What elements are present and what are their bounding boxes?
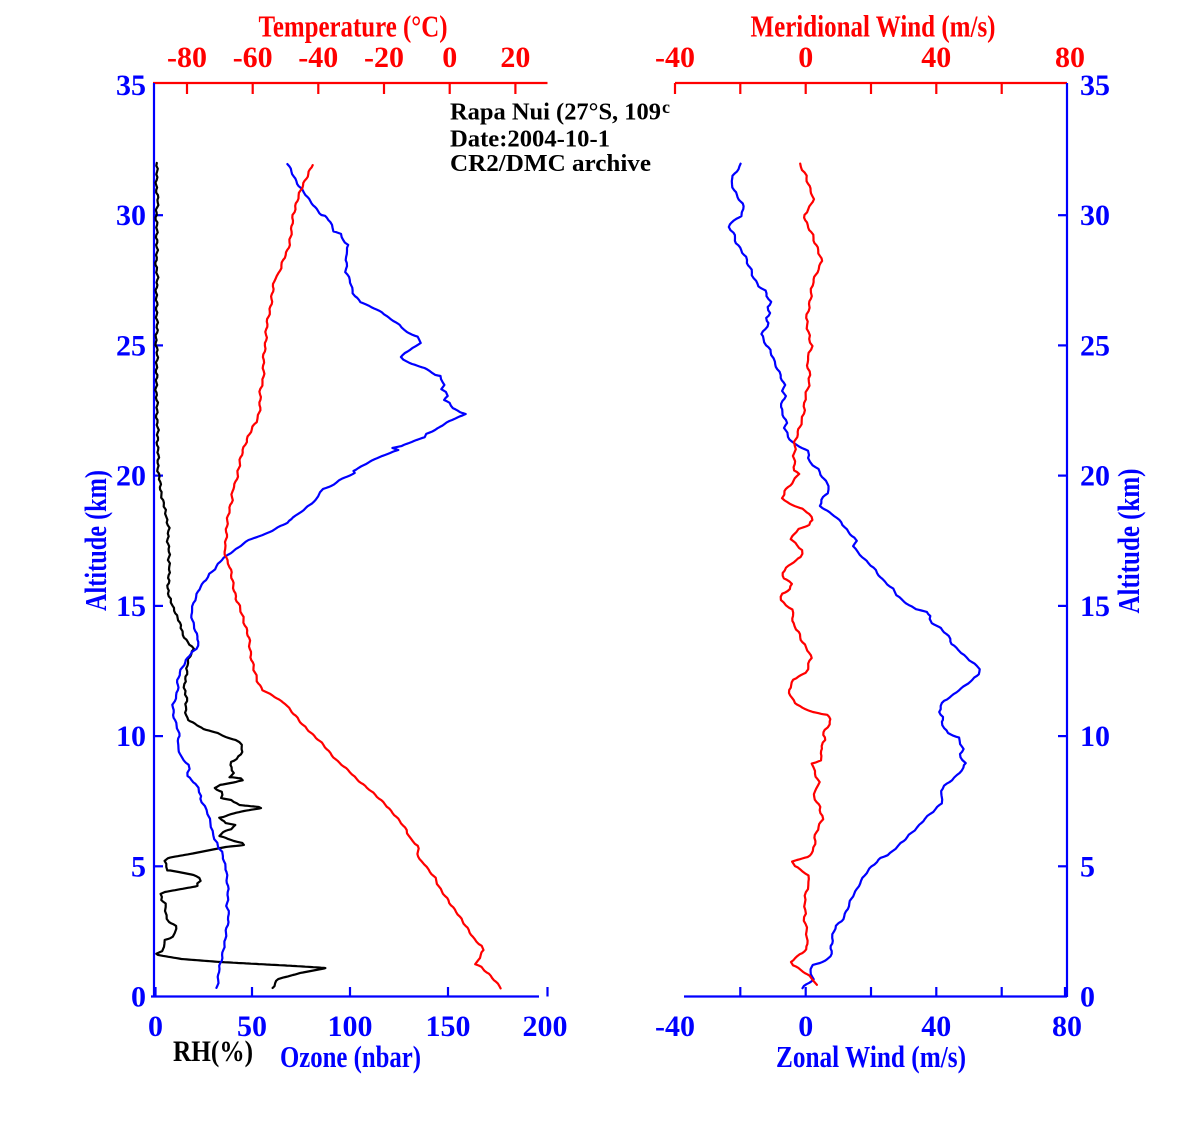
svg-text:Date:2004-10-1: Date:2004-10-1	[450, 127, 610, 153]
svg-text:100: 100	[328, 1010, 373, 1043]
svg-text:30: 30	[1080, 199, 1110, 232]
svg-text:0: 0	[131, 981, 146, 1014]
svg-text:5: 5	[131, 850, 146, 883]
svg-text:10: 10	[1080, 720, 1110, 753]
svg-text:15: 15	[116, 590, 146, 623]
svg-text:5: 5	[1080, 850, 1095, 883]
svg-text:0: 0	[442, 41, 457, 74]
svg-text:-60: -60	[233, 41, 273, 74]
svg-text:-20: -20	[364, 41, 404, 74]
svg-text:Altitude (km): Altitude (km)	[78, 470, 113, 611]
svg-text:0: 0	[148, 1010, 163, 1043]
svg-text:25: 25	[116, 329, 146, 362]
svg-text:Zonal Wind (m/s): Zonal Wind (m/s)	[776, 1039, 966, 1074]
svg-text:0: 0	[798, 41, 813, 74]
svg-text:20: 20	[1080, 460, 1110, 493]
svg-text:30: 30	[116, 199, 146, 232]
svg-text:50: 50	[237, 1010, 267, 1043]
svg-text:35: 35	[116, 69, 146, 102]
svg-text:200: 200	[523, 1010, 568, 1043]
svg-text:Rapa Nui (27°S, 109: Rapa Nui (27°S, 109	[450, 100, 661, 126]
svg-text:0: 0	[798, 1010, 813, 1043]
svg-text:RH(%): RH(%)	[173, 1035, 253, 1068]
svg-text:-40: -40	[298, 41, 338, 74]
svg-text:80: 80	[1055, 41, 1085, 74]
svg-text:Altitude (km): Altitude (km)	[1111, 469, 1146, 614]
svg-text:Temperature (°C): Temperature (°C)	[259, 9, 448, 44]
svg-text:CR2/DMC archive: CR2/DMC archive	[450, 151, 651, 177]
svg-text:0: 0	[1080, 981, 1095, 1014]
svg-text:-40: -40	[655, 41, 695, 74]
svg-text:150: 150	[426, 1010, 471, 1043]
svg-text:40: 40	[921, 1010, 951, 1043]
svg-text:40: 40	[921, 41, 951, 74]
svg-text:c: c	[662, 97, 670, 117]
svg-text:Meridional Wind (m/s): Meridional Wind (m/s)	[751, 9, 996, 44]
svg-text:-40: -40	[655, 1010, 695, 1043]
svg-text:80: 80	[1052, 1010, 1082, 1043]
svg-text:10: 10	[116, 720, 146, 753]
svg-text:20: 20	[500, 41, 530, 74]
svg-text:20: 20	[116, 460, 146, 493]
svg-text:15: 15	[1080, 590, 1110, 623]
svg-text:25: 25	[1080, 329, 1110, 362]
svg-text:-80: -80	[167, 41, 207, 74]
svg-text:Ozone (nbar): Ozone (nbar)	[280, 1039, 421, 1074]
svg-text:35: 35	[1080, 69, 1110, 102]
